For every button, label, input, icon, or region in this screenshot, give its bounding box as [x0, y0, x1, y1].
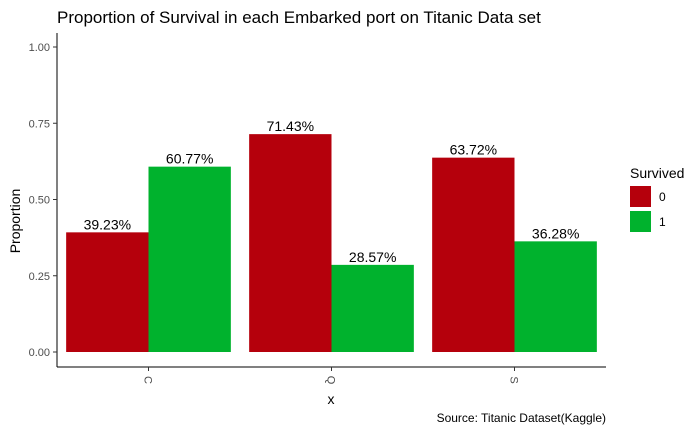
- x-axis-title: x: [328, 391, 335, 407]
- plot-area: 0.00 0.25 0.50 0.75 1.00 C 39.23% 60.77% Q 71.43%…: [29, 33, 606, 385]
- legend-label-1: 1: [659, 215, 666, 229]
- legend-swatch-1: [630, 211, 651, 232]
- bar-value-label: 60.77%: [166, 151, 213, 167]
- legend-label-0: 0: [659, 190, 666, 204]
- y-tick-label: 0.75: [29, 118, 50, 130]
- x-tick-label: C: [142, 376, 154, 384]
- x-tick-label: Q: [325, 376, 337, 385]
- legend: Survived 0 1: [630, 165, 684, 232]
- legend-swatch-0: [630, 186, 651, 207]
- source-caption: Source: Titanic Dataset(Kaggle): [437, 411, 606, 425]
- x-tick-label: S: [508, 376, 520, 383]
- legend-title: Survived: [630, 165, 684, 181]
- bar: [331, 264, 414, 352]
- bar-value-label: 71.43%: [267, 118, 314, 134]
- bar: [249, 134, 332, 352]
- y-tick-label: 0.50: [29, 195, 50, 207]
- bar-value-label: 36.28%: [532, 225, 579, 241]
- bar: [432, 157, 515, 352]
- bar-value-label: 63.72%: [450, 142, 497, 158]
- bar: [148, 166, 231, 352]
- y-tick-label: 1.00: [29, 42, 50, 54]
- bar: [514, 241, 597, 352]
- bar-value-label: 39.23%: [84, 216, 131, 232]
- y-axis-title: Proportion: [7, 189, 23, 254]
- bar-value-label: 28.57%: [349, 249, 396, 265]
- y-tick-label: 0.00: [29, 347, 50, 359]
- bar: [66, 232, 149, 352]
- y-tick-label: 0.25: [29, 271, 50, 283]
- chart-title: Proportion of Survival in each Embarked …: [57, 8, 541, 27]
